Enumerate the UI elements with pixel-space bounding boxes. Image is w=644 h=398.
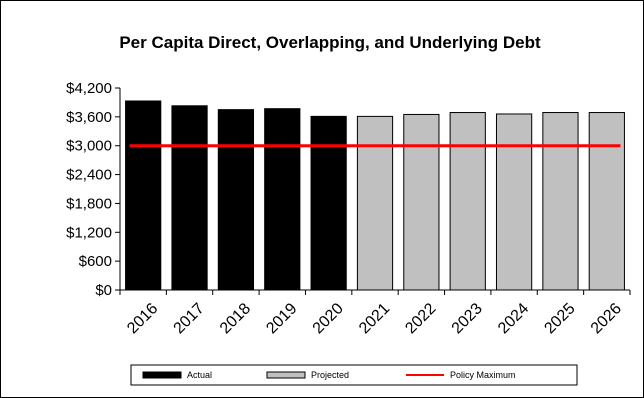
bar-actual-2020: [310, 115, 347, 291]
y-tick-label: $4,200: [66, 80, 112, 97]
legend-label: Policy Maximum: [450, 370, 516, 380]
y-tick-label: $2,400: [66, 167, 112, 184]
y-tick-label: $600: [79, 253, 112, 270]
y-tick-label: $0: [95, 282, 112, 299]
legend-label: Projected: [311, 370, 349, 380]
y-tick-label: $1,800: [66, 195, 112, 212]
bar-projected-2021: [356, 115, 394, 291]
y-tick-label: $3,000: [66, 138, 112, 155]
legend-label: Actual: [187, 370, 212, 380]
bar-actual-2017: [171, 105, 208, 291]
y-tick-label: $1,200: [66, 224, 112, 241]
bar-projected-2024: [495, 113, 533, 291]
legend: Actual Projected Policy Maximum: [130, 364, 578, 386]
bar-projected-2022: [403, 113, 440, 291]
bar-actual-2019: [264, 108, 301, 291]
bar-actual-2018: [217, 109, 255, 291]
bar-actual-2016: [125, 100, 162, 291]
y-tick-label: $3,600: [66, 109, 112, 126]
chart-title: Per Capita Direct, Overlapping, and Unde…: [119, 33, 541, 52]
bar-projected-2023: [449, 112, 486, 291]
bar-projected-2025: [542, 112, 579, 291]
bar-projected-2026: [588, 112, 625, 291]
legend-box: [130, 364, 578, 386]
legend-swatch-actual: [142, 371, 182, 379]
legend-swatch-projected: [266, 371, 306, 379]
